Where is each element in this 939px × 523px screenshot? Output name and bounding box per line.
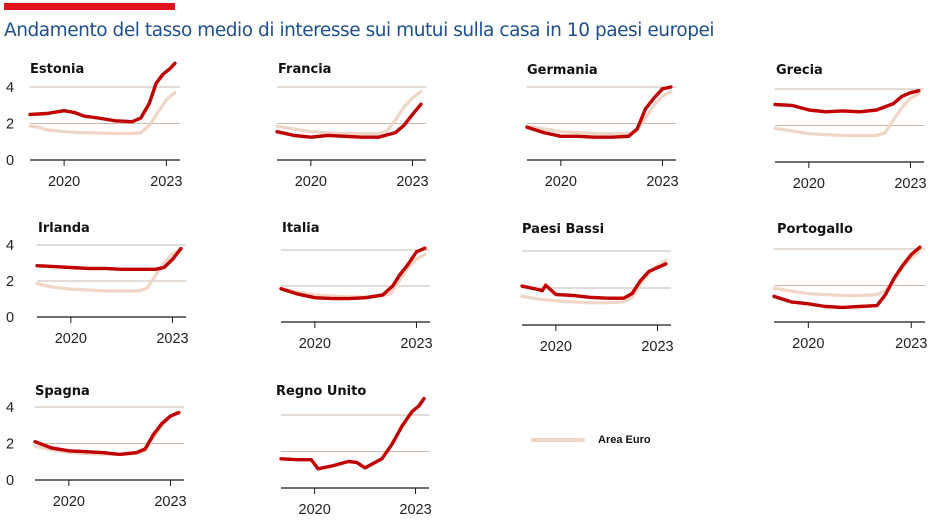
series-line-country: [279, 396, 426, 471]
series-line-country: [773, 89, 921, 114]
series-line-country: [772, 245, 922, 310]
panel-title: Estonia: [30, 62, 84, 77]
x-tick-label: 2023: [154, 494, 186, 510]
series-line-euro: [28, 90, 177, 136]
x-tick-label: 2023: [150, 174, 182, 190]
y-tick-label: 4: [6, 80, 14, 96]
chart-panel: 2020 2023 0 2 4 Estonia: [6, 61, 182, 190]
x-tick-label: 2023: [646, 174, 678, 190]
chart-panel: 2020 2023 Germania: [525, 63, 679, 190]
chart-panel: 2020 2023 Grecia: [773, 63, 927, 192]
y-tick-label: 0: [6, 153, 14, 169]
series-line-euro: [773, 91, 921, 138]
x-tick-label: 2020: [793, 176, 825, 192]
panel-title: Irlanda: [38, 221, 90, 236]
series-line-country: [520, 262, 668, 300]
panel-title: Grecia: [776, 63, 823, 78]
panel-title: Paesi Bassi: [522, 222, 604, 237]
series-line-country: [275, 102, 423, 139]
x-tick-label: 2023: [894, 176, 926, 192]
series-line-country: [28, 61, 177, 124]
x-tick-label: 2023: [399, 502, 431, 518]
x-tick-label: 2023: [396, 174, 428, 190]
y-tick-label: 2: [6, 437, 14, 453]
series-line-country: [525, 85, 673, 139]
y-tick-label: 0: [6, 473, 14, 489]
chart-main-title: Andamento del tasso medio di interesse s…: [4, 20, 715, 41]
series-line-euro: [525, 89, 673, 136]
y-tick-label: 0: [6, 310, 14, 326]
x-tick-label: 2020: [299, 336, 331, 352]
y-tick-label: 4: [6, 400, 14, 416]
x-tick-label: 2020: [299, 502, 331, 518]
series-line-country: [35, 246, 183, 271]
chart-panel: 2020 2023 Paesi Bassi: [520, 222, 674, 355]
legend: Area Euro: [531, 434, 651, 446]
x-tick-label: 2020: [295, 174, 327, 190]
x-tick-label: 2020: [48, 174, 80, 190]
chart-panel: 2020 2023 Italia: [279, 221, 433, 352]
accent-bar: [4, 3, 175, 10]
x-tick-label: 2023: [400, 336, 432, 352]
series-line-country: [33, 410, 181, 457]
x-tick-label: 2020: [540, 339, 572, 355]
chart-panel: 2020 2023 0 2 4 Spagna: [6, 384, 187, 510]
panel-title: Italia: [282, 221, 320, 236]
x-tick-label: 2020: [792, 336, 824, 352]
panel-title: Francia: [278, 62, 331, 77]
series-line-euro: [275, 89, 423, 136]
series-line-euro: [279, 252, 427, 299]
panel-title: Germania: [527, 63, 598, 78]
chart-panel: 2020 2023 Regno Unito: [276, 384, 432, 518]
x-tick-label: 2023: [156, 331, 188, 347]
y-tick-label: 4: [6, 238, 14, 254]
panel-title: Regno Unito: [276, 384, 366, 399]
chart-panel: 2020 2023 Portogallo: [772, 222, 927, 352]
panel-title: Spagna: [35, 384, 90, 399]
y-tick-label: 2: [6, 117, 14, 133]
series-line-country: [279, 246, 427, 301]
x-tick-label: 2020: [55, 331, 87, 347]
series-line-euro: [35, 247, 183, 293]
legend-label-euro: Area Euro: [598, 434, 651, 446]
y-tick-label: 2: [6, 274, 14, 290]
x-tick-label: 2023: [641, 339, 673, 355]
chart-panel: 2020 2023 Francia: [275, 62, 429, 190]
x-tick-label: 2020: [53, 494, 85, 510]
x-tick-label: 2020: [545, 174, 577, 190]
panel-title: Portogallo: [777, 222, 853, 237]
x-tick-label: 2023: [895, 336, 927, 352]
chart-panel: 2020 2023 0 2 4 Irlanda: [6, 221, 189, 347]
